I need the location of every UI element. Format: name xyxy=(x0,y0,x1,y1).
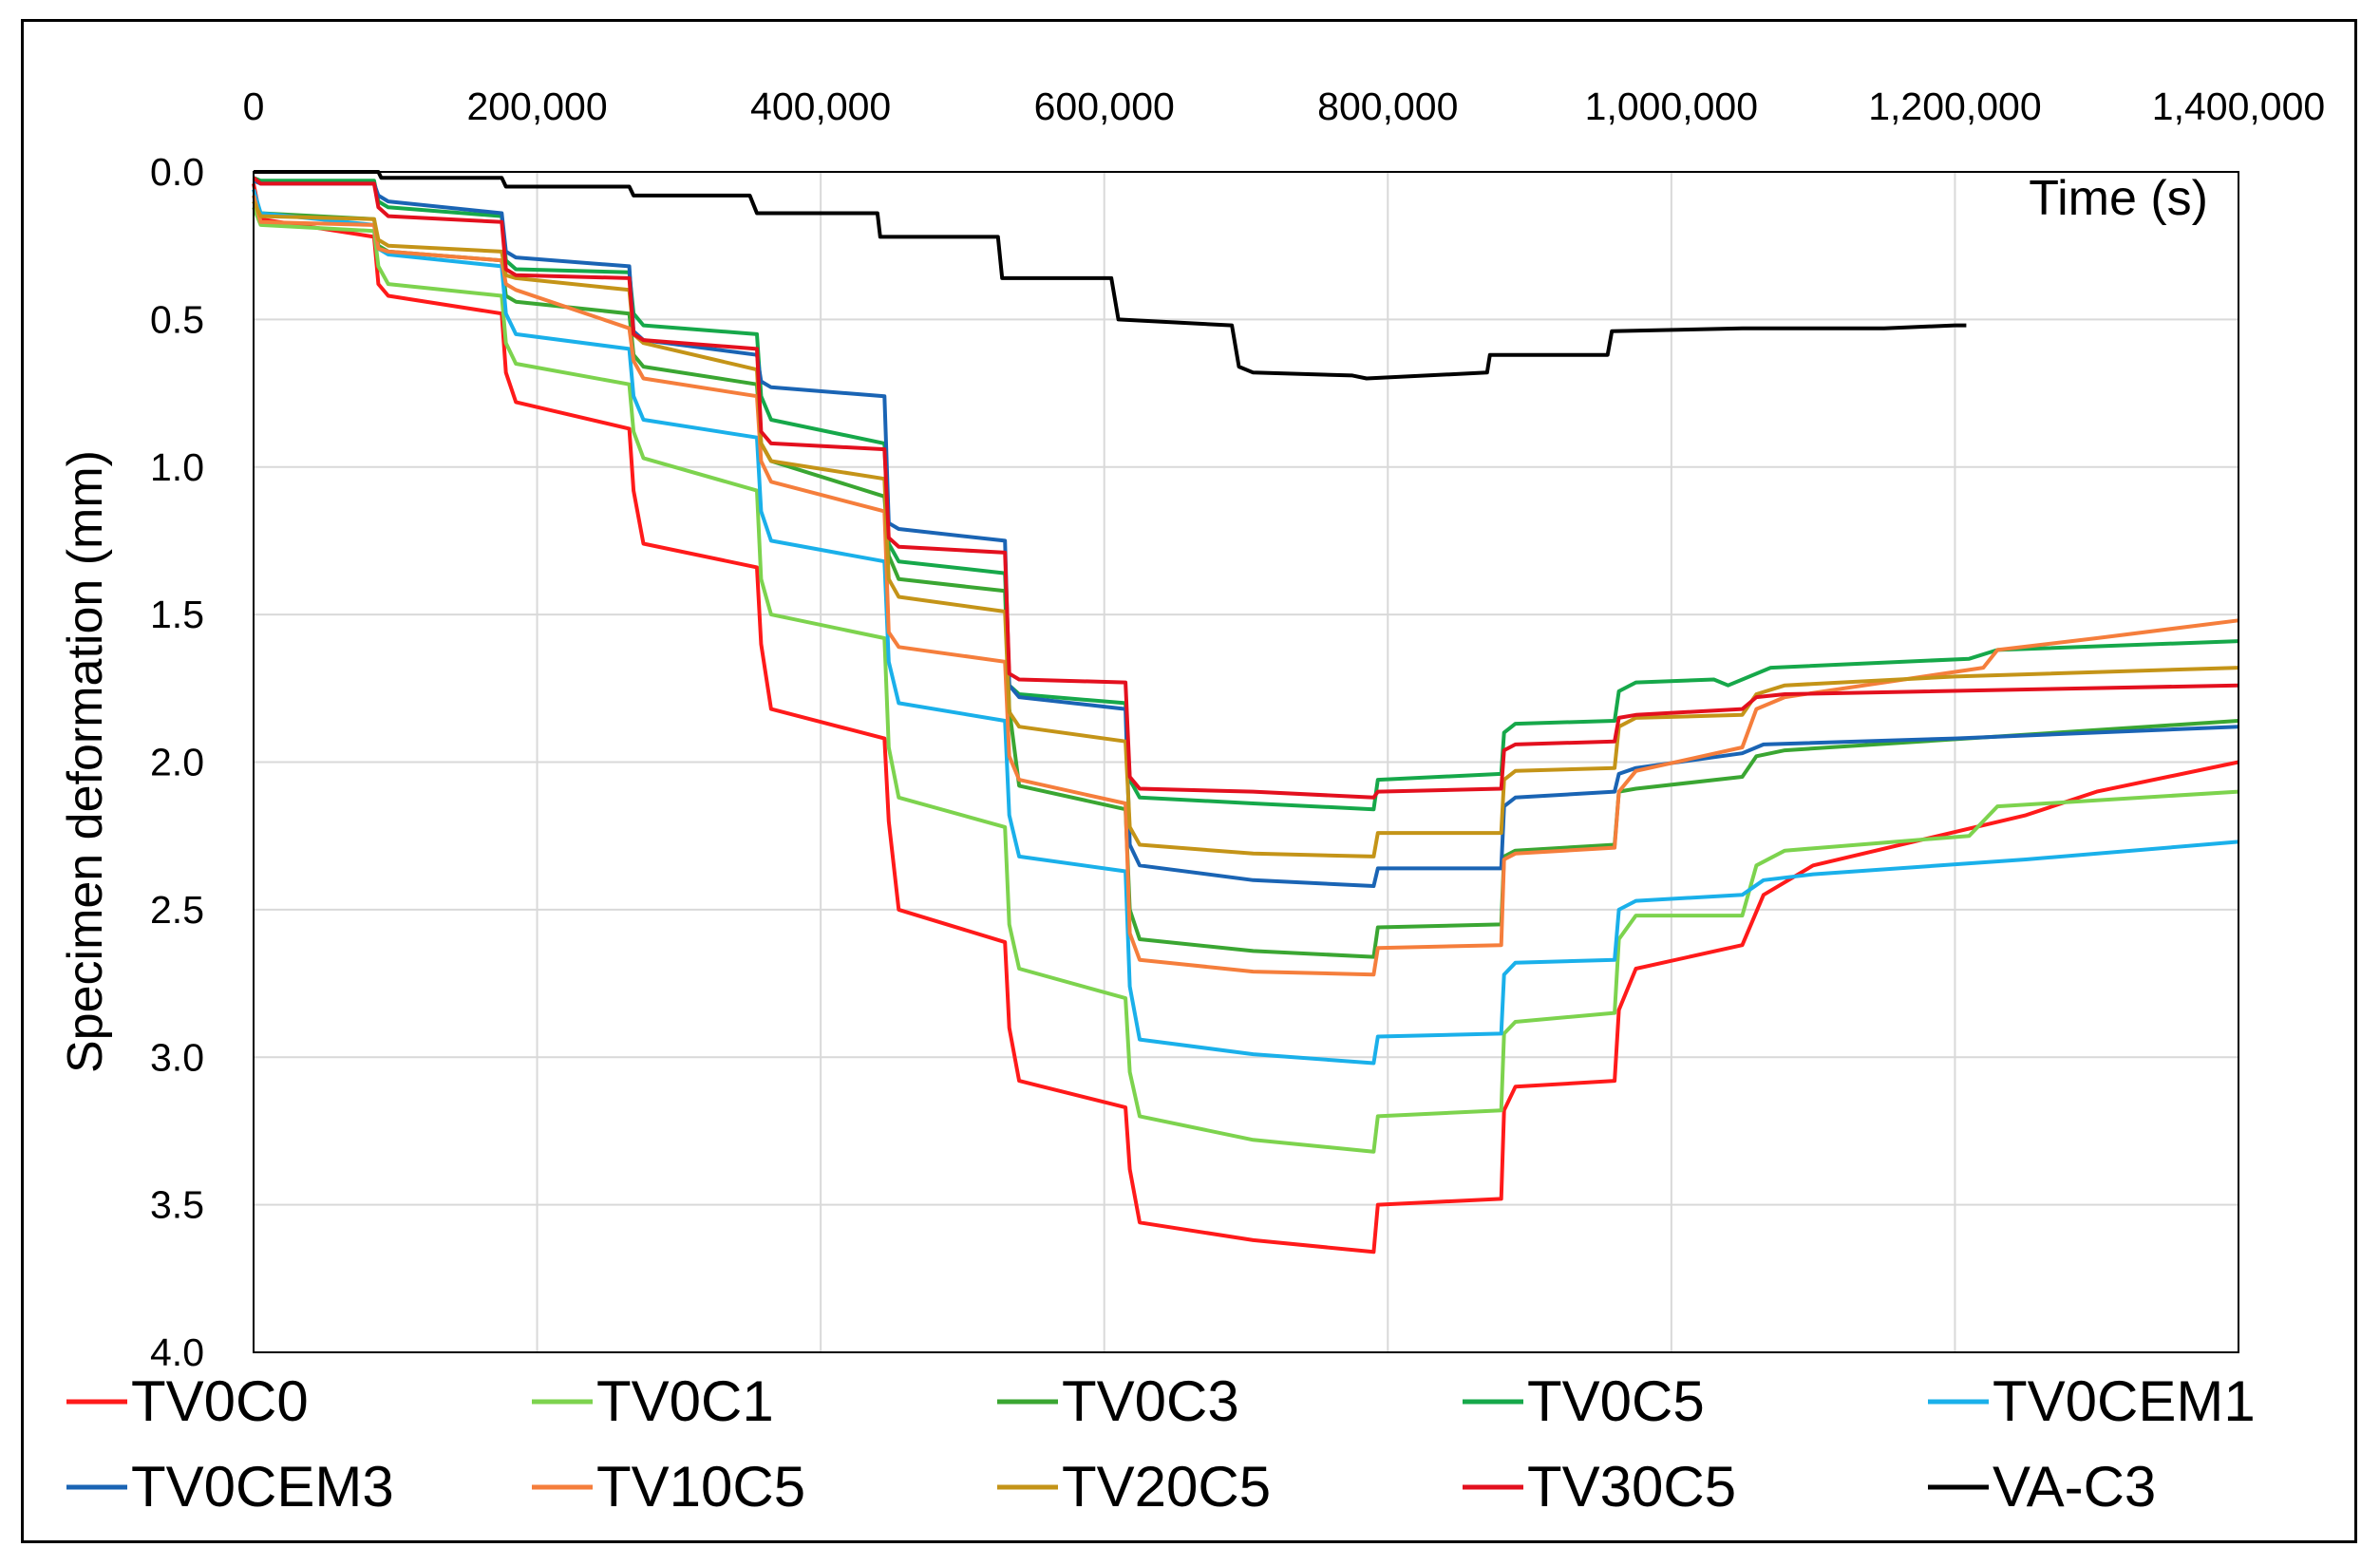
series-line-tv10c5 xyxy=(252,195,2239,977)
legend-label: TV0C5 xyxy=(1527,1369,1705,1433)
x-tick-label: 400,000 xyxy=(750,85,891,128)
x-axis-title: Time (s) xyxy=(2029,171,2208,226)
legend-label: TV30C5 xyxy=(1527,1455,1736,1519)
legend-label: TV0C0 xyxy=(131,1369,309,1433)
chart-svg: 0 200,000 400,000 600,000 800,000 1,000,000 1,… xyxy=(58,85,2326,1519)
y-tick-label: 0.5 xyxy=(150,297,204,341)
plot-border xyxy=(253,171,2239,1353)
y-tick-label: 1.5 xyxy=(150,593,204,636)
series-lines xyxy=(252,170,2239,1255)
x-tick-labels: 0 200,000 400,000 600,000 800,000 1,000,000 1,… xyxy=(243,85,2326,128)
y-tick-label: 0.0 xyxy=(150,150,204,194)
y-tick-label: 2.5 xyxy=(150,888,204,932)
legend-label: VA-C3 xyxy=(1993,1455,2156,1519)
x-tick-label: 1,200,000 xyxy=(1868,85,2041,128)
series-line-tv0cem1 xyxy=(252,189,2239,1066)
legend-label: TV0CEM1 xyxy=(1993,1369,2256,1433)
series-line-va-c3 xyxy=(254,170,1967,381)
legend-label: TV20C5 xyxy=(1062,1455,1271,1519)
y-axis-title: Specimen deformation (mm) xyxy=(58,450,113,1073)
series-line-tv30c5 xyxy=(252,176,2239,800)
series-line-tv0c0 xyxy=(252,183,2239,1255)
series-line-tv0c1 xyxy=(252,206,2239,1154)
y-tick-labels: 0.0 0.5 1.0 1.5 2.0 2.5 3.0 3.5 4.0 xyxy=(150,150,204,1374)
legend-label: TV0C3 xyxy=(1062,1369,1239,1433)
y-tick-label: 3.0 xyxy=(150,1035,204,1079)
y-tick-label: 1.0 xyxy=(150,445,204,489)
chart-frame: 0 200,000 400,000 600,000 800,000 1,000,000 1,… xyxy=(21,19,2357,1543)
x-tick-label: 200,000 xyxy=(466,85,607,128)
x-tick-label: 0 xyxy=(243,85,265,128)
x-tick-label: 1,400,000 xyxy=(2152,85,2325,128)
legend: TV0C0 TV0C1 TV0C3 TV0C5 TV0CEM1 TV0CEM3 TV10C5… xyxy=(66,1369,2256,1519)
legend-label: TV10C5 xyxy=(596,1455,805,1519)
x-tick-label: 600,000 xyxy=(1034,85,1175,128)
y-tick-label: 2.0 xyxy=(150,741,204,784)
legend-label: TV0C1 xyxy=(596,1369,774,1433)
x-tick-label: 1,000,000 xyxy=(1585,85,1758,128)
legend-label: TV0CEM3 xyxy=(131,1455,394,1519)
y-tick-label: 4.0 xyxy=(150,1330,204,1374)
x-tick-label: 800,000 xyxy=(1317,85,1458,128)
y-tick-label: 3.5 xyxy=(150,1183,204,1227)
